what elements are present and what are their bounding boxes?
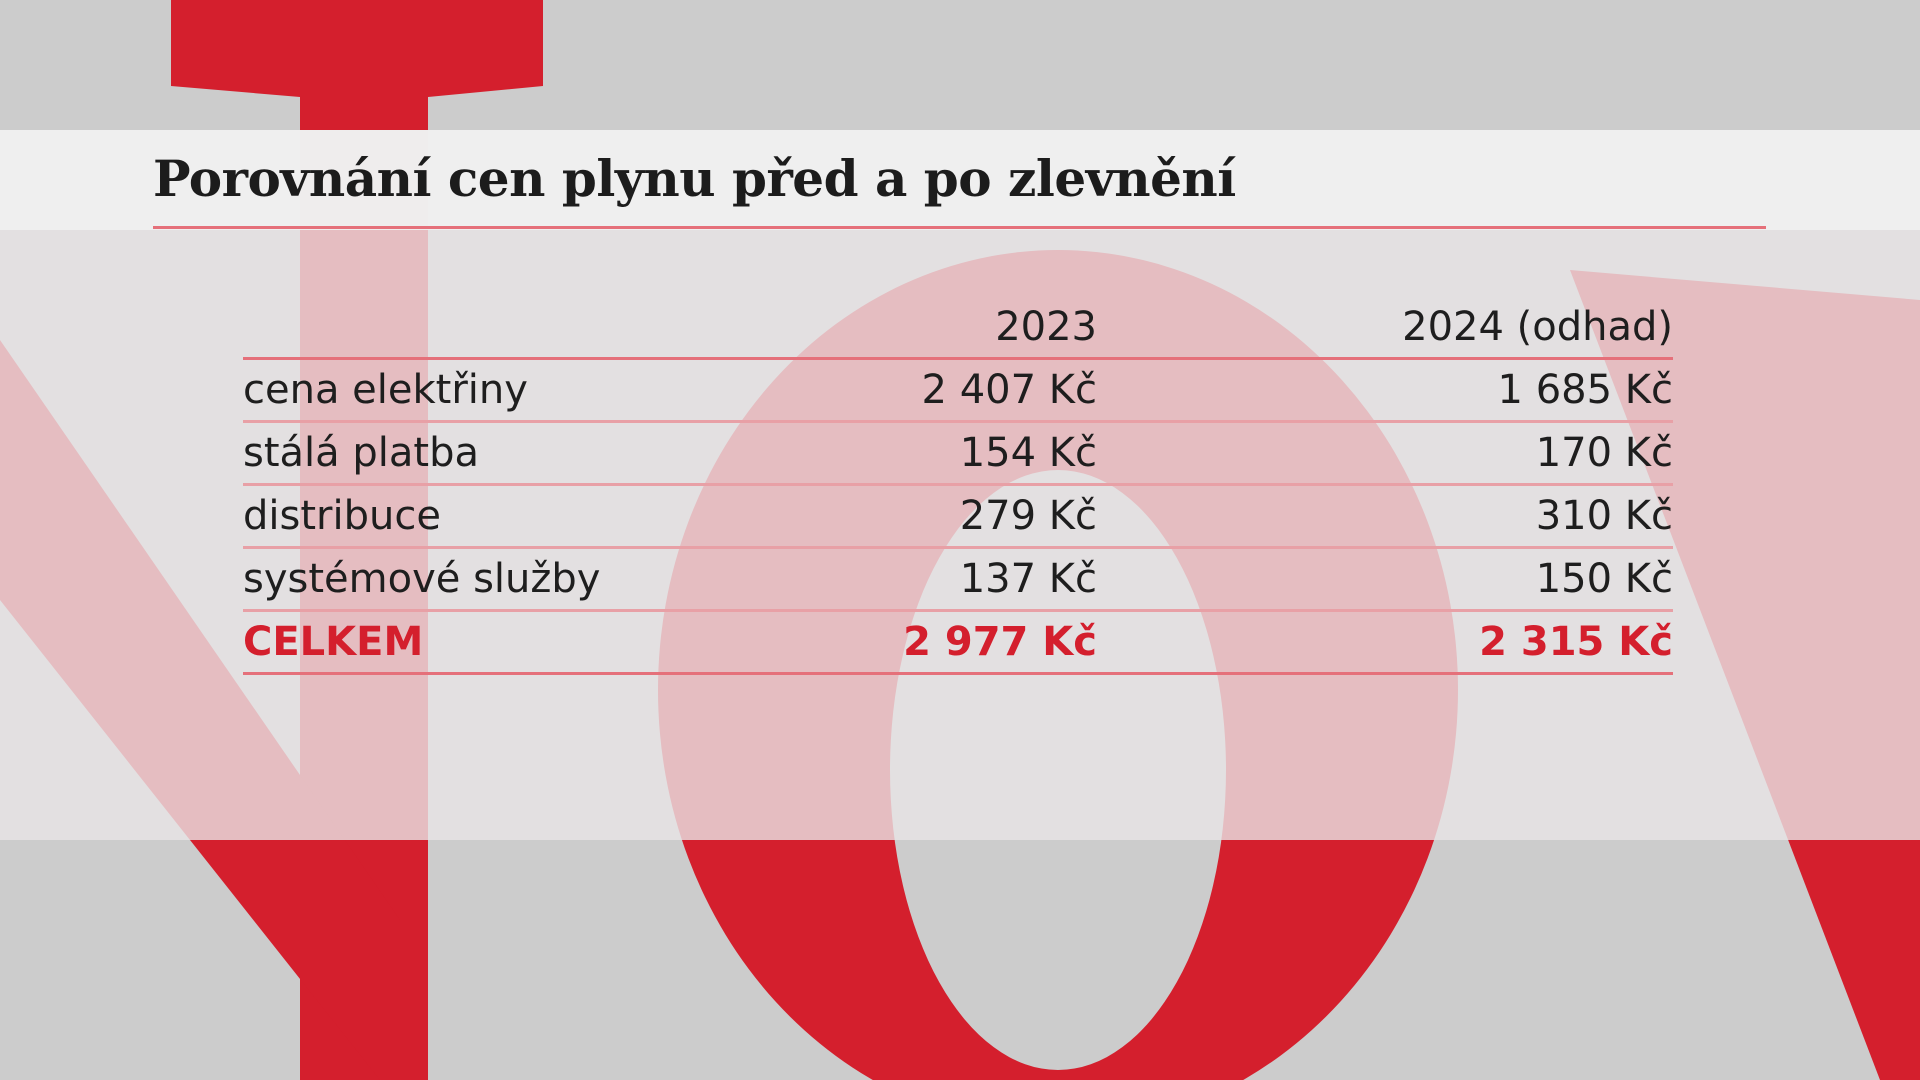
column-header-2024: 2024 (odhad) <box>1097 297 1673 360</box>
column-header-label <box>243 297 743 360</box>
value-2023: 279 Kč <box>743 484 1097 549</box>
value-2023: 2 407 Kč <box>743 358 1097 423</box>
row-label: cena elektřiny <box>243 358 743 423</box>
price-comparison-table: 2023 2024 (odhad) cena elektřiny 2 407 K… <box>243 297 1673 675</box>
row-label: distribuce <box>243 484 743 549</box>
page-title: Porovnání cen plynu před a po zlevnění <box>153 149 1236 208</box>
value-2024: 170 Kč <box>1097 421 1673 486</box>
table-row: systémové služby 137 Kč 150 Kč <box>243 547 1673 612</box>
table-row: cena elektřiny 2 407 Kč 1 685 Kč <box>243 358 1673 423</box>
value-2024: 1 685 Kč <box>1097 358 1673 423</box>
table-row: distribuce 279 Kč 310 Kč <box>243 484 1673 549</box>
table-header-row: 2023 2024 (odhad) <box>243 297 1673 360</box>
title-divider <box>153 226 1766 229</box>
total-label: CELKEM <box>243 610 743 675</box>
row-label: systémové služby <box>243 547 743 612</box>
value-2024: 150 Kč <box>1097 547 1673 612</box>
table-row: stálá platba 154 Kč 170 Kč <box>243 421 1673 486</box>
row-label: stálá platba <box>243 421 743 486</box>
value-2023: 154 Kč <box>743 421 1097 486</box>
title-band <box>0 130 1920 230</box>
value-2024: 310 Kč <box>1097 484 1673 549</box>
column-header-2023: 2023 <box>743 297 1097 360</box>
letter-shape-top <box>171 0 543 130</box>
total-row: CELKEM 2 977 Kč 2 315 Kč <box>243 610 1673 675</box>
total-value-2024: 2 315 Kč <box>1097 610 1673 675</box>
total-value-2023: 2 977 Kč <box>743 610 1097 675</box>
value-2023: 137 Kč <box>743 547 1097 612</box>
